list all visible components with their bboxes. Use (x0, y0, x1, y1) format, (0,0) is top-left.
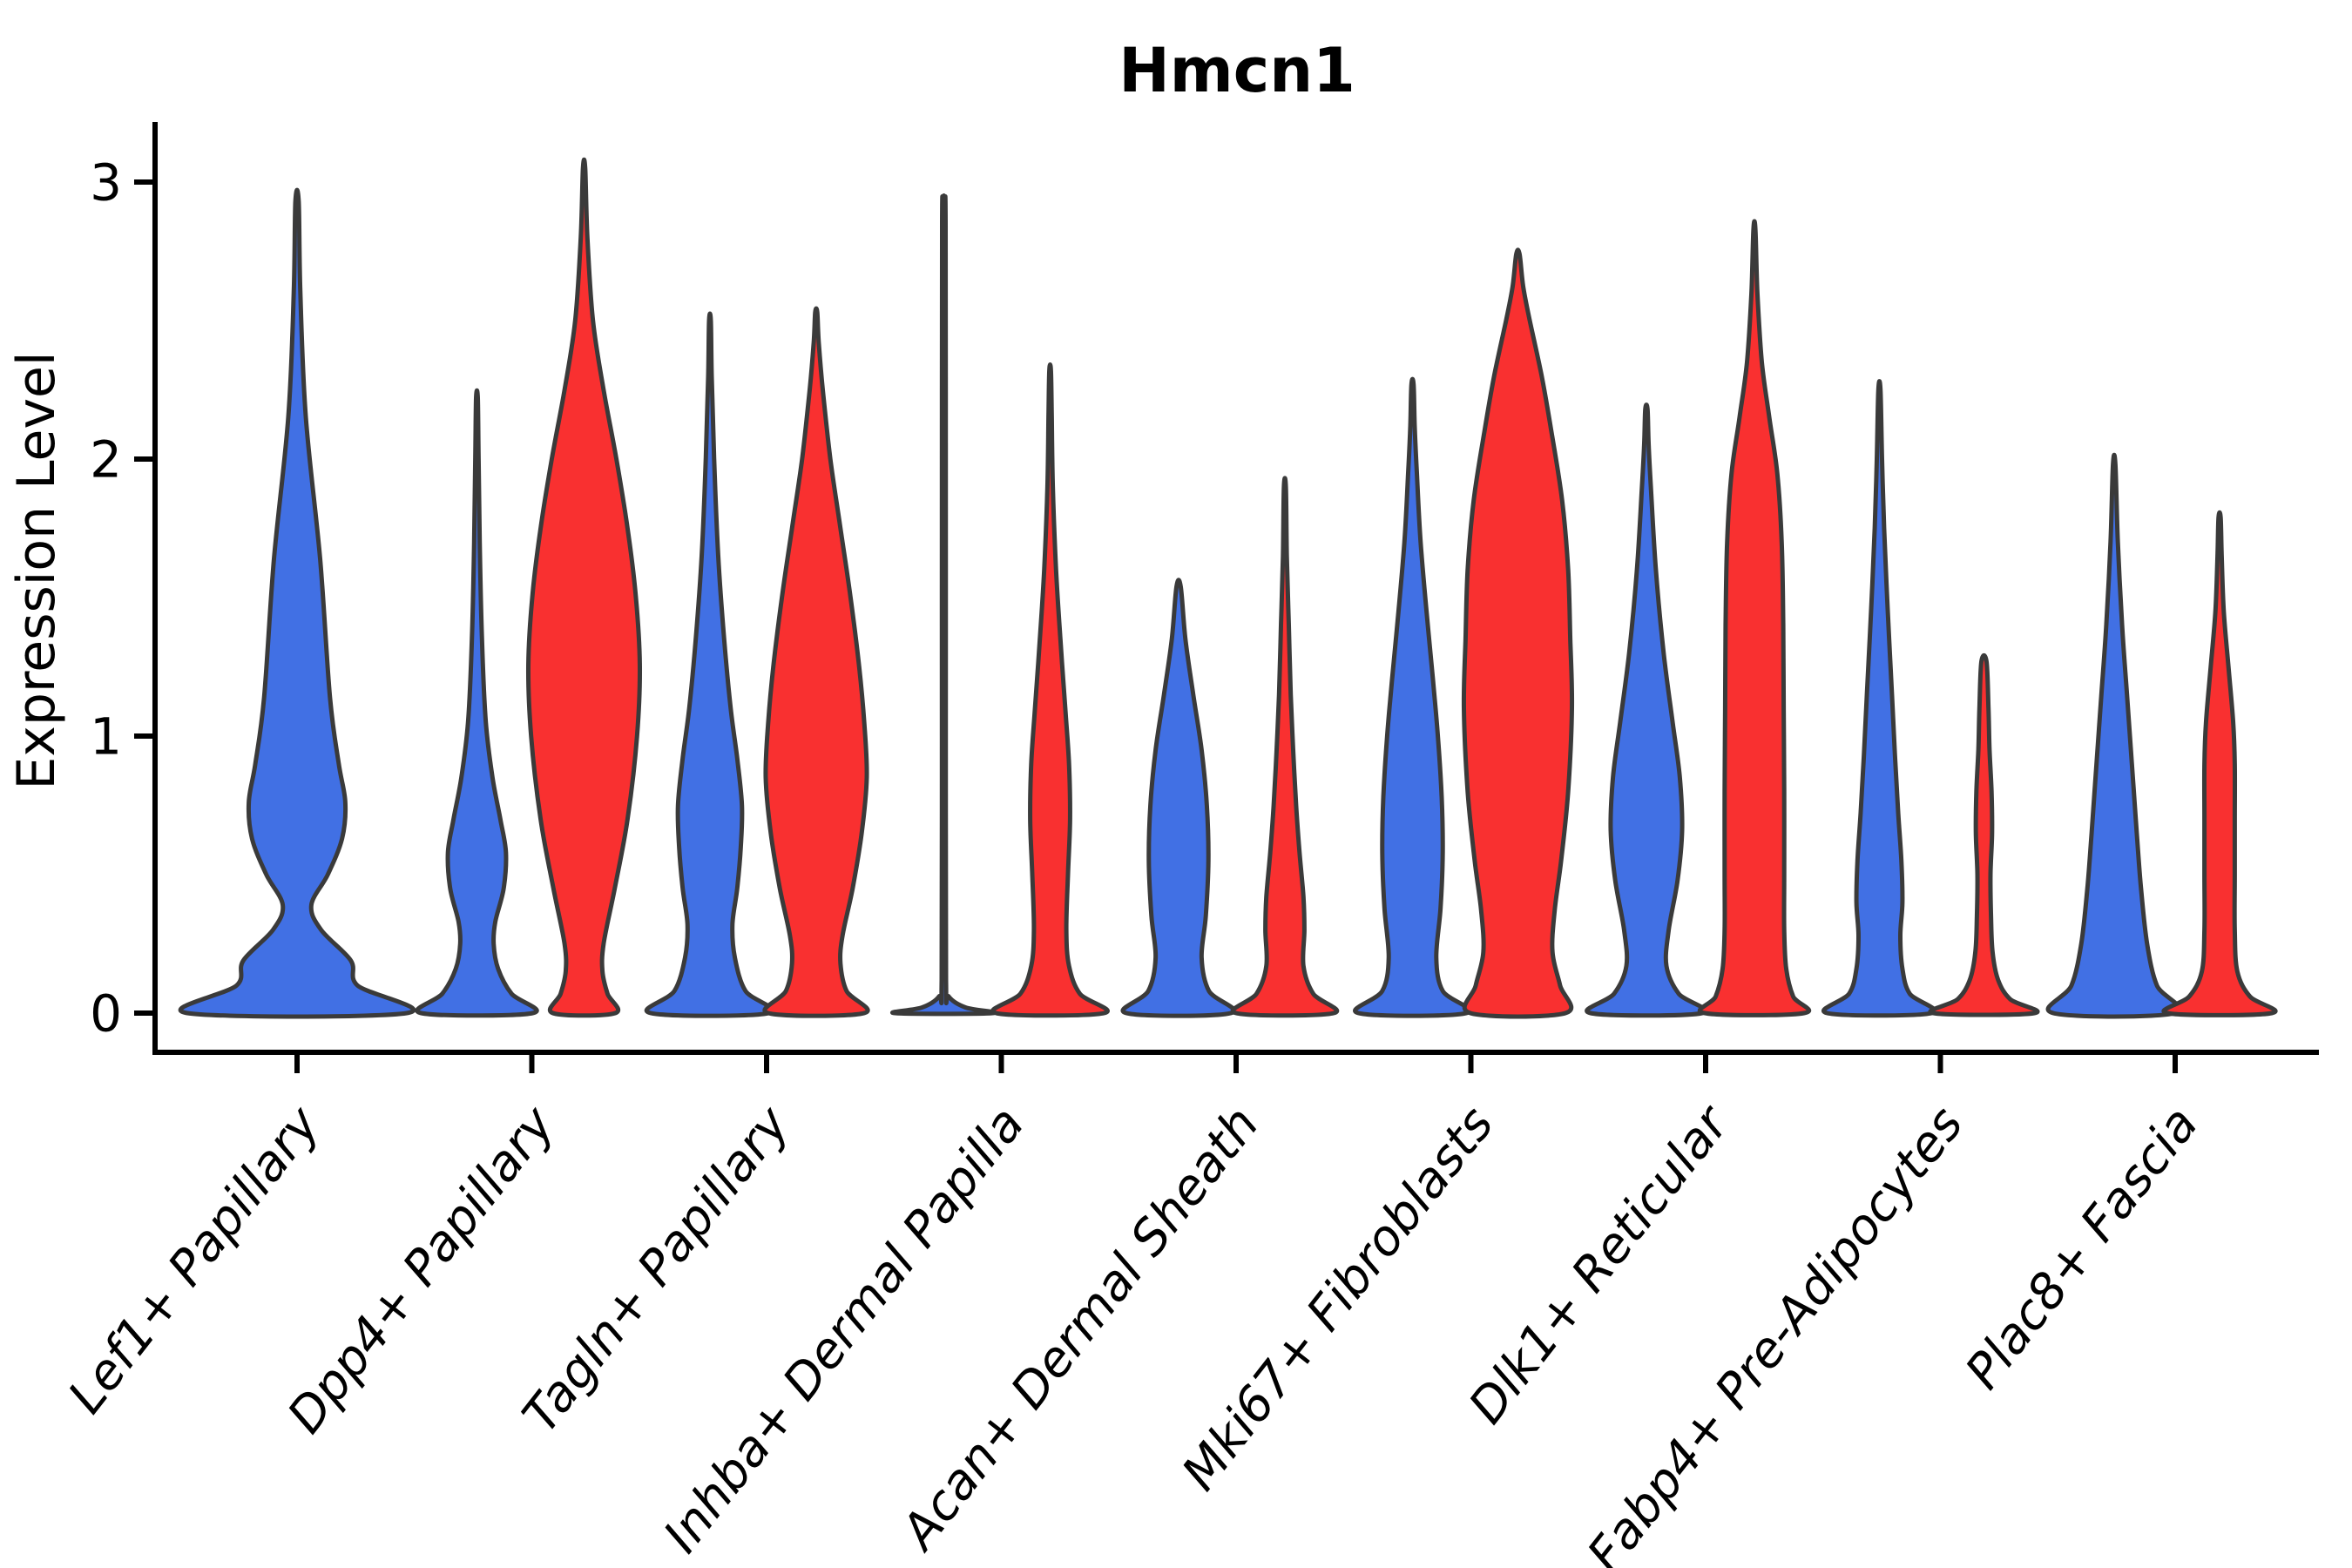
y-ticks-layer: 0 1 2 3 (90, 152, 155, 1043)
violin-inhba-dermal-papilla-red (990, 362, 1110, 1018)
violin-dlk1-reticular-red (1697, 219, 1812, 1017)
y-tick-label-3: 3 (90, 152, 122, 212)
violin-dpp4-papillary-red (525, 157, 643, 1018)
violin-plac8-fascia-blue (2045, 452, 2183, 1019)
y-axis-label: Expression Level (6, 351, 67, 789)
y-tick-label-0: 0 (90, 983, 122, 1043)
violin-dlk1-reticular-blue (1585, 402, 1708, 1018)
violin-plac8-fascia-red (2161, 510, 2278, 1017)
violin-tagln-papillary-blue (644, 311, 776, 1018)
violin-acan-dermal-sheath-red (1231, 476, 1339, 1018)
violin-lef1-papillary-blue (178, 187, 416, 1019)
y-tick-label-2: 2 (90, 429, 122, 489)
violin-fabp4-pre-adipocytes-blue (1821, 379, 1937, 1018)
violin-tagln-papillary-red (762, 306, 870, 1018)
violin-mki67-fibroblasts-blue (1353, 376, 1472, 1018)
chart-title: Hmcn1 (1119, 35, 1355, 106)
violins-layer (178, 157, 2278, 1019)
y-tick-label-1: 1 (90, 706, 122, 766)
violin-inhba-dermal-papilla-blue (890, 193, 997, 1017)
violin-mki67-fibroblasts-red (1461, 247, 1575, 1019)
x-ticks-layer (294, 1052, 2178, 1073)
violin-dpp4-papillary-blue (415, 388, 539, 1018)
violin-fabp4-pre-adipocytes-red (1928, 652, 2040, 1017)
violin-acan-dermal-sheath-blue (1120, 578, 1237, 1018)
